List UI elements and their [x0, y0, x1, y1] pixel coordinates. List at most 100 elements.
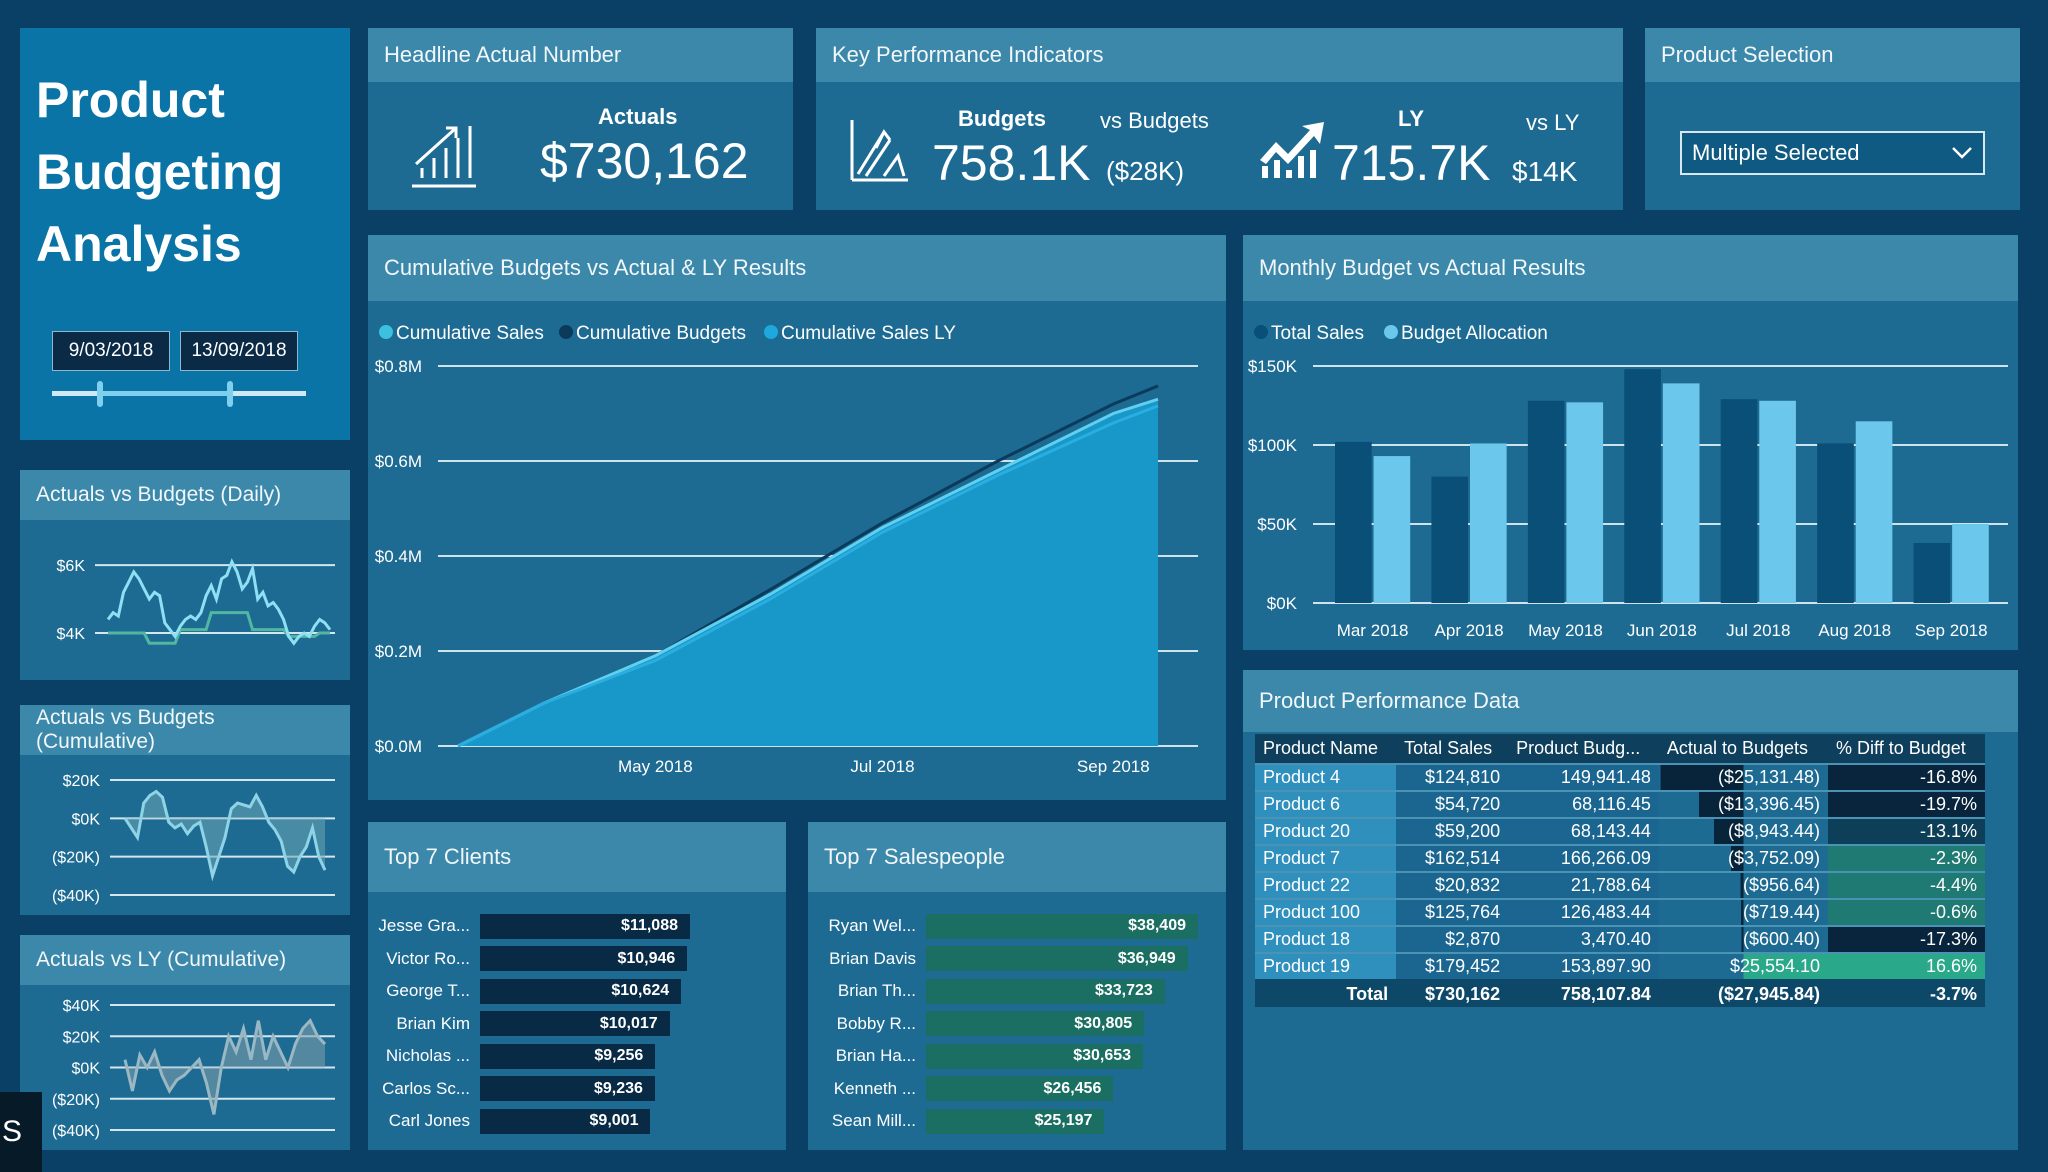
bar-row[interactable]: Jesse Gra... $11,088: [368, 910, 690, 943]
bar-row[interactable]: Carlos Sc... $9,236: [368, 1073, 690, 1106]
bar-label: Ryan Wel...: [828, 916, 916, 936]
bar-row[interactable]: Brian Kim $10,017: [368, 1008, 690, 1041]
table-cell: 758,107.84: [1508, 979, 1659, 1007]
bar-sales: [1335, 441, 1372, 603]
table-row[interactable]: Product 19 $179,452 153,897.90 $25,554.10 16…: [1255, 952, 1985, 980]
table-cell: -19.7%: [1828, 790, 1985, 818]
table-cell: $20,832: [1396, 871, 1509, 899]
table-row[interactable]: Product 20 $59,200 68,143.44 ($8,943.44) -13…: [1255, 817, 1985, 845]
table-cell: Total: [1255, 979, 1397, 1007]
headline-panel: Headline Actual Number Actuals $730,162: [368, 28, 793, 210]
bar-chart-growth-icon: [412, 126, 476, 188]
table-row[interactable]: Product 7 $162,514 166,266.09 ($3,752.09) -2…: [1255, 844, 1985, 872]
table-cell: -2.3%: [1828, 844, 1985, 872]
y-tick-label: ($40K): [52, 888, 100, 905]
trend-up-icon: [1260, 122, 1324, 178]
date-slider-end-handle[interactable]: [227, 381, 233, 407]
monthly-chart-panel: Monthly Budget vs Actual Results Total S…: [1243, 235, 2018, 650]
panel-header: Top 7 Clients: [368, 822, 786, 892]
y-tick-label: $0.2M: [375, 642, 422, 661]
bar: $30,805: [926, 1011, 1145, 1037]
y-tick-label: $0K: [72, 1061, 101, 1078]
table-cell: Product 22: [1255, 871, 1397, 899]
daily-panel: Actuals vs Budgets (Daily) $6K $4K: [20, 470, 350, 680]
bar-row[interactable]: Victor Ro... $10,946: [368, 943, 690, 976]
date-start-input[interactable]: 9/03/2018: [52, 331, 170, 371]
vs-ly-label: vs LY: [1526, 110, 1580, 135]
cum-ly-panel: Actuals vs LY (Cumulative) $40K $20K $0K ($…: [20, 935, 350, 1150]
bar-budget: [1662, 383, 1700, 603]
bar-budget: [1759, 400, 1796, 603]
cumulative-chart-panel: Cumulative Budgets vs Actual & LY Result…: [368, 235, 1226, 800]
actual-line: [106, 558, 332, 646]
bar-label: Victor Ro...: [386, 948, 470, 968]
table-cell: ($719.44): [1658, 898, 1829, 926]
overlay-badge: S: [0, 1092, 42, 1172]
table-total-row[interactable]: Total $730,162 758,107.84 ($27,945.84) -3.7%: [1255, 979, 1985, 1007]
bar-row[interactable]: Bobby R... $30,805: [808, 1008, 1198, 1041]
table-row[interactable]: Product 22 $20,832 21,788.64 ($956.64) -4.4%: [1255, 871, 1985, 899]
column-header[interactable]: Total Sales: [1396, 734, 1509, 764]
bar-row[interactable]: Kenneth ... $26,456: [808, 1073, 1198, 1106]
table-cell: 68,143.44: [1508, 817, 1659, 845]
y-tick-label: $100K: [1248, 436, 1298, 455]
x-tick-label: Mar 2018: [1337, 621, 1409, 640]
bar-row[interactable]: Nicholas ... $9,256: [368, 1040, 690, 1073]
bar: $9,001: [480, 1108, 651, 1134]
table-cell: Product 18: [1255, 925, 1397, 953]
table-cell: $54,720: [1396, 790, 1509, 818]
table-row[interactable]: Product 6 $54,720 68,116.45 ($13,396.45) -19…: [1255, 790, 1985, 818]
panel-header: Product Selection: [1645, 28, 2020, 82]
table-cell: 68,116.45: [1508, 790, 1659, 818]
bar-label: Kenneth ...: [833, 1078, 916, 1098]
x-tick-label: Aug 2018: [1818, 621, 1891, 640]
y-tick-label: $150K: [1248, 357, 1298, 376]
panel-header: Actuals vs LY (Cumulative): [20, 935, 350, 985]
bar-row[interactable]: Sean Mill... $25,197: [808, 1105, 1198, 1138]
table-cell: ($956.64): [1658, 871, 1829, 899]
y-tick-label: $50K: [1257, 515, 1297, 534]
y-tick-label: $6K: [57, 558, 86, 575]
bar-row[interactable]: George T... $10,624: [368, 975, 690, 1008]
cumulative-area-chart: Cumulative Sales Cumulative Budgets Cumula…: [375, 323, 1198, 776]
date-slider-start-handle[interactable]: [97, 381, 103, 407]
column-header[interactable]: Actual to Budgets: [1658, 734, 1829, 764]
panel-header: Actuals vs Budgets (Cumulative): [20, 705, 350, 755]
table-cell: Product 4: [1255, 763, 1397, 791]
bar: $38,409: [926, 913, 1198, 939]
column-header[interactable]: Product Name: [1255, 734, 1397, 764]
bar-row[interactable]: Carl Jones $9,001: [368, 1105, 690, 1138]
y-tick-label: $0.0M: [375, 737, 422, 756]
bar: $10,624: [480, 978, 682, 1004]
table-cell: 21,788.64: [1508, 871, 1659, 899]
table-cell: Product 19: [1255, 952, 1397, 980]
panel-header: Cumulative Budgets vs Actual & LY Result…: [368, 235, 1226, 301]
legend-marker: [1254, 325, 1268, 339]
product-performance-panel: Product Performance Data Product Name Tot…: [1243, 670, 2018, 1150]
x-tick-label: Sep 2018: [1915, 621, 1988, 640]
date-end-input[interactable]: 13/09/2018: [180, 331, 298, 371]
budgets-value: 758.1K: [932, 135, 1091, 191]
table-cell: 16.6%: [1828, 952, 1985, 980]
table-cell: -13.1%: [1828, 817, 1985, 845]
bar-row[interactable]: Ryan Wel... $38,409: [808, 910, 1198, 943]
table-cell: $179,452: [1396, 952, 1509, 980]
x-tick-label: Sep 2018: [1077, 757, 1150, 776]
panel-header: Top 7 Salespeople: [808, 822, 1226, 892]
bar-row[interactable]: Brian Davis $36,949: [808, 943, 1198, 976]
monthly-bar-chart: Total Sales Budget Allocation $150K $100K $5…: [1248, 323, 2008, 640]
table-cell: ($27,945.84): [1658, 979, 1829, 1007]
product-dropdown[interactable]: Multiple Selected: [1680, 131, 1985, 175]
bar-label: Sean Mill...: [831, 1111, 916, 1131]
bar-label: Carl Jones: [388, 1111, 470, 1131]
bar-row[interactable]: Brian Th... $33,723: [808, 975, 1198, 1008]
top-clients-panel: Top 7 Clients Jesse Gra... $11,088 Victor …: [368, 822, 786, 1150]
table-row[interactable]: Product 100 $125,764 126,483.44 ($719.44) -0…: [1255, 898, 1985, 926]
table-row[interactable]: Product 18 $2,870 3,470.40 ($600.40) -17.3%: [1255, 925, 1985, 953]
column-header[interactable]: % Diff to Budget: [1828, 734, 1985, 764]
table-row[interactable]: Product 4 $124,810 149,941.48 ($25,131.48) -…: [1255, 763, 1985, 791]
bar-row[interactable]: Brian Ha... $30,653: [808, 1040, 1198, 1073]
y-tick-label: ($40K): [52, 1123, 100, 1140]
column-header[interactable]: Product Budg...: [1508, 734, 1659, 764]
table-cell: $124,810: [1396, 763, 1509, 791]
